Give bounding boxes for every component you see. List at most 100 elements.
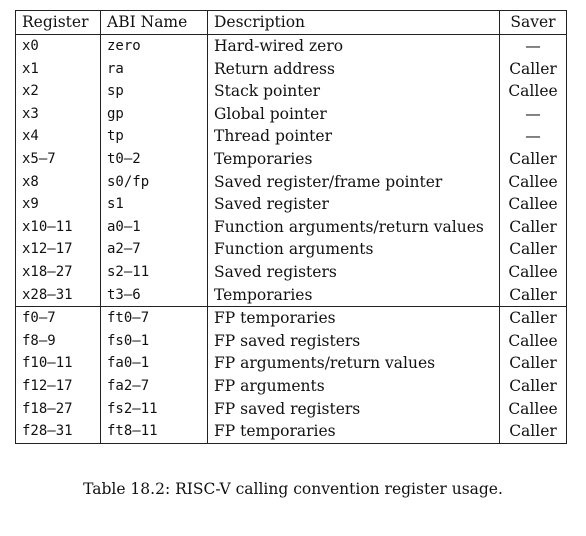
description-cell: Temporaries — [207, 147, 500, 171]
register-cell: x28–31 — [15, 283, 101, 308]
description-cell: Temporaries — [207, 283, 500, 308]
register-cell: x0 — [15, 34, 101, 58]
register-cell: f12–17 — [15, 374, 101, 398]
saver-cell: Caller — [499, 420, 567, 444]
saver-cell: — — [499, 102, 567, 126]
abi-name-cell: s0/fp — [100, 170, 208, 194]
abi-name-cell: fs0–1 — [100, 329, 208, 353]
fp-register-row: f12–17 fa2–7 FP arguments Caller — [15, 374, 567, 398]
register-cell: f18–27 — [15, 397, 101, 421]
saver-cell: Callee — [499, 329, 567, 353]
saver-cell: Callee — [499, 397, 567, 421]
saver-cell: Caller — [499, 306, 567, 330]
saver-cell: Caller — [499, 238, 567, 261]
abi-name-cell: ft8–11 — [100, 420, 208, 444]
abi-name-cell: ft0–7 — [100, 306, 208, 330]
integer-register-row: x3 gp Global pointer — — [15, 102, 567, 126]
saver-cell: Caller — [499, 352, 567, 375]
integer-register-row: x0 zero Hard-wired zero — — [15, 34, 567, 58]
register-cell: x3 — [15, 102, 101, 126]
header-description: Description — [207, 10, 500, 35]
integer-register-row: x9 s1 Saved register Callee — [15, 193, 567, 216]
header-saver: Saver — [499, 10, 567, 35]
description-cell: FP arguments/return values — [207, 352, 500, 375]
description-cell: Saved registers — [207, 260, 500, 284]
register-cell: x4 — [15, 125, 101, 148]
abi-name-cell: ra — [100, 57, 208, 81]
integer-register-row: x12–17 a2–7 Function arguments Caller — [15, 238, 567, 261]
header-register: Register — [15, 10, 101, 35]
register-cell: f28–31 — [15, 420, 101, 444]
integer-register-row: x5–7 t0–2 Temporaries Caller — [15, 147, 567, 171]
register-cell: x10–11 — [15, 215, 101, 239]
register-table-container: Register ABI Name Description Saver x0 ze… — [15, 10, 567, 444]
abi-name-cell: gp — [100, 102, 208, 126]
abi-name-cell: fa0–1 — [100, 352, 208, 375]
description-cell: Global pointer — [207, 102, 500, 126]
register-cell: x9 — [15, 193, 101, 216]
abi-name-cell: s1 — [100, 193, 208, 216]
description-cell: FP arguments — [207, 374, 500, 398]
abi-name-cell: a2–7 — [100, 238, 208, 261]
register-cell: x5–7 — [15, 147, 101, 171]
description-cell: Saved register — [207, 193, 500, 216]
description-cell: Hard-wired zero — [207, 34, 500, 58]
integer-register-row: x1 ra Return address Caller — [15, 57, 567, 81]
integer-register-row: x2 sp Stack pointer Callee — [15, 80, 567, 103]
description-cell: Thread pointer — [207, 125, 500, 148]
integer-register-row: x18–27 s2–11 Saved registers Callee — [15, 260, 567, 284]
saver-cell: Caller — [499, 374, 567, 398]
description-cell: FP saved registers — [207, 329, 500, 353]
saver-cell: Caller — [499, 215, 567, 239]
saver-cell: Caller — [499, 283, 567, 308]
integer-register-rows: x0 zero Hard-wired zero — x1 ra Return address… — [15, 34, 567, 308]
register-cell: x8 — [15, 170, 101, 194]
table-header: Register ABI Name Description Saver — [15, 10, 567, 35]
abi-name-cell: fs2–11 — [100, 397, 208, 421]
abi-name-cell: a0–1 — [100, 215, 208, 239]
description-cell: Function arguments — [207, 238, 500, 261]
saver-cell: — — [499, 34, 567, 58]
description-cell: Return address — [207, 57, 500, 81]
description-cell: FP saved registers — [207, 397, 500, 421]
integer-register-row: x8 s0/fp Saved register/frame pointer Calle… — [15, 170, 567, 194]
saver-cell: Caller — [499, 147, 567, 171]
saver-cell: Callee — [499, 80, 567, 103]
fp-register-row: f28–31 ft8–11 FP temporaries Caller — [15, 420, 567, 444]
fp-register-row: f8–9 fs0–1 FP saved registers Callee — [15, 329, 567, 353]
saver-cell: Callee — [499, 193, 567, 216]
saver-cell: — — [499, 125, 567, 148]
register-cell: f8–9 — [15, 329, 101, 353]
register-cell: x18–27 — [15, 260, 101, 284]
table-caption: Table 18.2: RISC-V calling convention re… — [83, 480, 503, 498]
register-usage-table: Register ABI Name Description Saver x0 ze… — [15, 10, 567, 444]
description-cell: Function arguments/return values — [207, 215, 500, 239]
header-abi-name: ABI Name — [100, 10, 208, 35]
integer-register-row: x4 tp Thread pointer — — [15, 125, 567, 148]
abi-name-cell: sp — [100, 80, 208, 103]
abi-name-cell: t0–2 — [100, 147, 208, 171]
abi-name-cell: s2–11 — [100, 260, 208, 284]
integer-register-row: x28–31 t3–6 Temporaries Caller — [15, 283, 567, 308]
header-row: Register ABI Name Description Saver — [15, 10, 567, 35]
description-cell: Stack pointer — [207, 80, 500, 103]
description-cell: FP temporaries — [207, 306, 500, 330]
abi-name-cell: t3–6 — [100, 283, 208, 308]
register-cell: x12–17 — [15, 238, 101, 261]
saver-cell: Callee — [499, 170, 567, 194]
register-cell: x2 — [15, 80, 101, 103]
saver-cell: Callee — [499, 260, 567, 284]
fp-register-row: f10–11 fa0–1 FP arguments/return values Cal… — [15, 352, 567, 375]
saver-cell: Caller — [499, 57, 567, 81]
register-cell: f0–7 — [15, 306, 101, 330]
abi-name-cell: fa2–7 — [100, 374, 208, 398]
description-cell: Saved register/frame pointer — [207, 170, 500, 194]
register-cell: x1 — [15, 57, 101, 81]
fp-register-row: f0–7 ft0–7 FP temporaries Caller — [15, 306, 567, 330]
abi-name-cell: tp — [100, 125, 208, 148]
fp-register-rows: f0–7 ft0–7 FP temporaries Caller f8–9 fs0–1 FP… — [15, 306, 567, 444]
fp-register-row: f18–27 fs2–11 FP saved registers Callee — [15, 397, 567, 421]
abi-name-cell: zero — [100, 34, 208, 58]
description-cell: FP temporaries — [207, 420, 500, 444]
register-cell: f10–11 — [15, 352, 101, 375]
